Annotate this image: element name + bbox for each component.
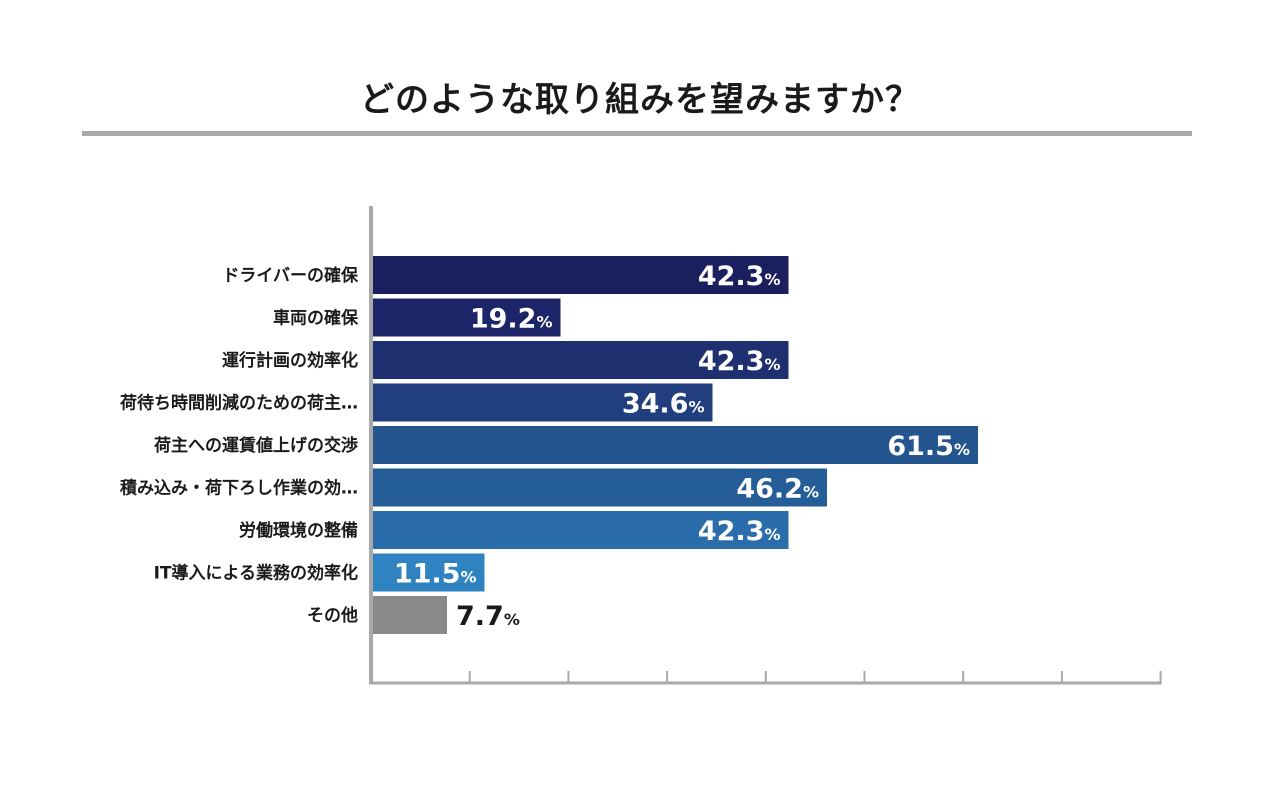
value-label: 61.5% xyxy=(887,431,970,462)
bar xyxy=(373,256,789,294)
value-label: 46.2% xyxy=(736,474,819,505)
category-label: ドライバーの確保 xyxy=(222,265,359,286)
value-label: 7.7% xyxy=(456,601,520,632)
value-label: 42.3% xyxy=(698,346,781,377)
value-label: 42.3% xyxy=(698,516,781,547)
bar xyxy=(373,426,979,464)
bar xyxy=(373,341,789,379)
category-label: 積み込み・荷下ろし作業の効… xyxy=(120,478,358,499)
bar xyxy=(373,298,561,337)
category-label: IT導入による業務の効率化 xyxy=(154,563,358,584)
value-label: 11.5% xyxy=(394,559,477,590)
category-label: 車両の確保 xyxy=(273,308,359,329)
bar xyxy=(373,383,713,422)
value-label: 34.6% xyxy=(622,389,705,420)
chart-title: どのような取り組みを望みますか？ xyxy=(360,80,920,120)
bar xyxy=(373,468,827,507)
category-label: その他 xyxy=(307,605,358,626)
category-label: 荷主への運賃値上げの交渉 xyxy=(154,435,358,456)
category-label: 運行計画の効率化 xyxy=(222,350,358,371)
value-label: 19.2% xyxy=(470,304,553,335)
bar xyxy=(373,511,789,549)
bar xyxy=(373,596,447,634)
value-label: 42.3% xyxy=(698,261,781,292)
bar xyxy=(373,553,485,592)
category-label: 荷待ち時間削減のための荷主… xyxy=(120,393,358,414)
title-divider xyxy=(82,131,1192,136)
category-label: 労働環境の整備 xyxy=(239,520,358,541)
